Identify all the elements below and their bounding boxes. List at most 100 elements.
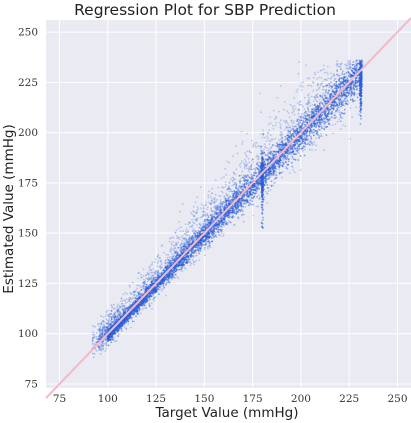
- scatter-point: [235, 183, 238, 186]
- scatter-point: [158, 286, 161, 289]
- scatter-point: [348, 92, 351, 95]
- scatter-point: [180, 263, 183, 266]
- scatter-point: [102, 316, 105, 318]
- scatter-point: [313, 125, 316, 128]
- scatter-point: [267, 162, 269, 165]
- scatter-point: [284, 135, 287, 138]
- scatter-point: [149, 304, 151, 307]
- scatter-point: [327, 122, 330, 125]
- scatter-point: [281, 136, 283, 139]
- scatter-point: [318, 108, 320, 111]
- scatter-point: [291, 155, 294, 158]
- scatter-point: [198, 231, 201, 234]
- scatter-point: [296, 147, 299, 150]
- scatter-point: [276, 142, 278, 145]
- scatter-point: [240, 208, 243, 211]
- scatter-point: [281, 155, 283, 158]
- scatter-point: [239, 186, 242, 189]
- scatter-point: [264, 162, 267, 165]
- scatter-point: [263, 148, 265, 151]
- scatter-point: [215, 228, 218, 230]
- scatter-point: [311, 141, 314, 144]
- scatter-point: [230, 211, 233, 214]
- scatter-point: [310, 113, 313, 116]
- scatter-point: [194, 201, 197, 204]
- scatter-point: [334, 105, 337, 108]
- scatter-point: [203, 247, 206, 249]
- scatter-point: [195, 260, 198, 262]
- scatter-point: [107, 309, 110, 312]
- scatter-point: [164, 259, 167, 262]
- scatter-point: [213, 232, 216, 235]
- scatter-point: [252, 192, 255, 195]
- scatter-point: [327, 120, 329, 123]
- scatter-point: [191, 258, 194, 261]
- scatter-point: [148, 272, 151, 275]
- scatter-point: [267, 190, 270, 193]
- scatter-point: [267, 160, 269, 163]
- scatter-point: [352, 84, 355, 87]
- scatter-point: [300, 127, 303, 130]
- scatter-point: [326, 92, 329, 95]
- scatter-point: [242, 205, 245, 208]
- scatter-point: [246, 180, 249, 183]
- scatter-point: [202, 205, 205, 207]
- scatter-point: [229, 209, 232, 212]
- scatter-point: [340, 92, 343, 94]
- scatter-point: [322, 120, 325, 123]
- scatter-point: [315, 113, 318, 115]
- scatter-point: [213, 236, 216, 239]
- scatter-point: [285, 167, 288, 170]
- scatter-point: [193, 239, 196, 241]
- scatter-point: [270, 151, 272, 153]
- scatter-point: [353, 91, 356, 94]
- scatter-point: [167, 264, 170, 267]
- scatter-point: [337, 106, 340, 109]
- scatter-point: [251, 168, 253, 171]
- scatter-point: [256, 182, 259, 184]
- scatter-point: [336, 60, 338, 62]
- scatter-point: [194, 232, 197, 235]
- scatter-point: [155, 289, 158, 292]
- scatter-point: [339, 99, 342, 102]
- scatter-point: [191, 251, 194, 253]
- scatter-point: [274, 167, 276, 170]
- scatter-point: [337, 79, 340, 81]
- scatter-point: [265, 171, 267, 174]
- scatter-point: [308, 116, 311, 118]
- scatter-point: [309, 104, 312, 107]
- scatter-point: [198, 245, 201, 247]
- scatter-point: [281, 137, 284, 139]
- scatter-point: [285, 158, 287, 161]
- scatter-point: [254, 144, 257, 147]
- scatter-point: [192, 248, 194, 251]
- scatter-point: [190, 255, 192, 258]
- scatter-point: [338, 80, 341, 83]
- scatter-point: [177, 241, 180, 244]
- scatter-point: [295, 133, 298, 136]
- scatter-point: [249, 199, 252, 202]
- scatter-point: [316, 123, 319, 126]
- scatter-point: [356, 85, 359, 88]
- scatter-point: [345, 102, 348, 105]
- scatter-point: [226, 223, 229, 226]
- scatter-point: [311, 108, 314, 111]
- scatter-point: [182, 250, 185, 253]
- scatter-point: [306, 106, 309, 109]
- scatter-point: [291, 161, 293, 164]
- scatter-point: [228, 196, 230, 198]
- scatter-point: [236, 194, 239, 197]
- scatter-point: [221, 203, 224, 205]
- scatter-point: [308, 134, 311, 137]
- scatter-point: [135, 294, 138, 297]
- scatter-point: [180, 236, 183, 239]
- scatter-point: [148, 303, 151, 305]
- scatter-point: [255, 167, 258, 169]
- scatter-point: [351, 93, 354, 95]
- scatter-point: [348, 90, 351, 92]
- scatter-point: [269, 189, 272, 191]
- scatter-point: [310, 142, 313, 144]
- scatter-point: [314, 107, 317, 109]
- scatter-point: [263, 151, 266, 154]
- scatter-point: [258, 187, 261, 190]
